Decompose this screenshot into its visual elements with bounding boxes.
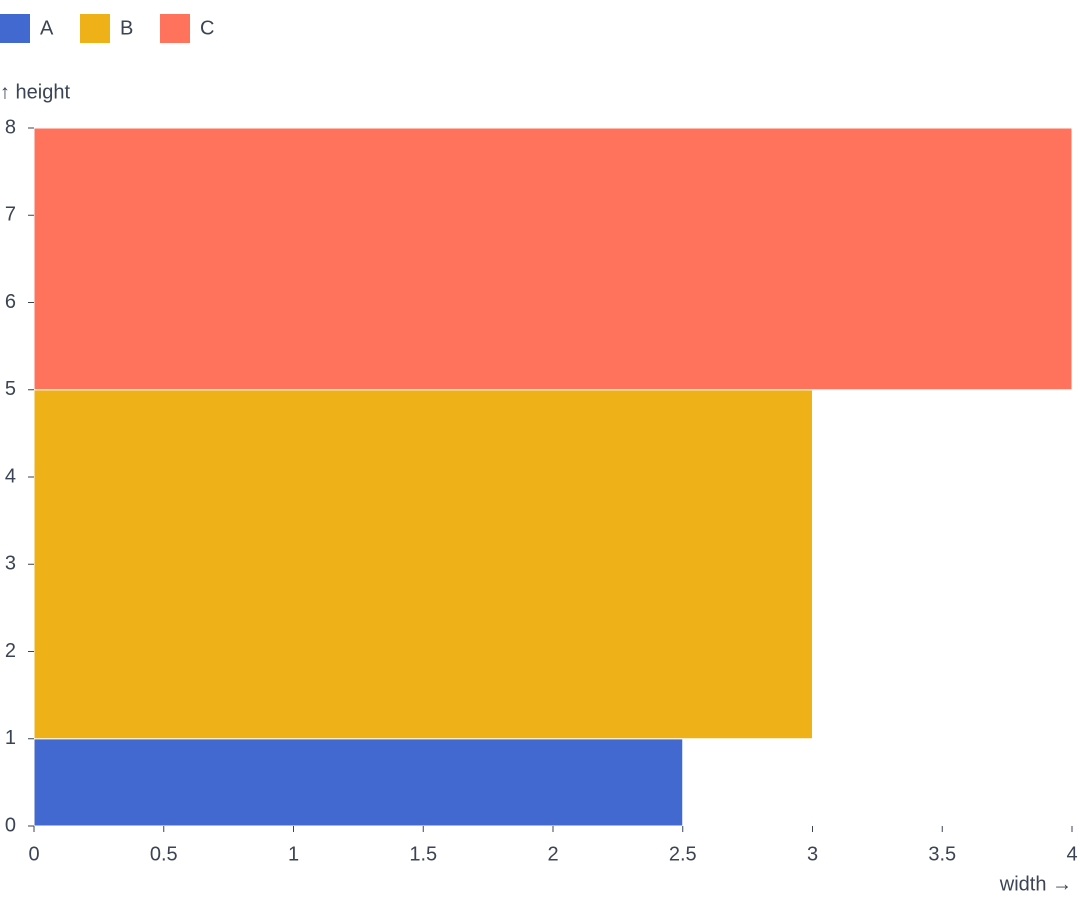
y-tick-label: 6 bbox=[5, 291, 16, 313]
y-tick-label: 1 bbox=[5, 727, 16, 749]
rect-mark bbox=[33, 127, 1073, 391]
x-axis-label: width → bbox=[999, 873, 1072, 895]
y-axis-label: ↑ height bbox=[0, 81, 70, 103]
x-tick-label: 1 bbox=[288, 843, 299, 865]
legend-swatch bbox=[160, 14, 190, 43]
legend-label: C bbox=[200, 17, 214, 39]
y-tick-label: 2 bbox=[5, 640, 16, 662]
legend-swatch bbox=[0, 14, 30, 43]
rect-mark bbox=[33, 738, 684, 827]
x-tick-label: 3 bbox=[807, 843, 818, 865]
x-tick-label: 2.5 bbox=[669, 843, 697, 865]
y-tick-label: 8 bbox=[5, 116, 16, 138]
y-tick-label: 4 bbox=[5, 465, 16, 487]
x-tick-label: 2 bbox=[547, 843, 558, 865]
x-tick-label: 4 bbox=[1066, 843, 1077, 865]
x-tick-label: 0.5 bbox=[150, 843, 178, 865]
x-tick-label: 1.5 bbox=[409, 843, 437, 865]
y-tick-label: 5 bbox=[5, 378, 16, 400]
y-tick-label: 3 bbox=[5, 553, 16, 575]
y-tick-label: 0 bbox=[5, 814, 16, 836]
rect-mark bbox=[33, 389, 813, 740]
x-tick-label: 0 bbox=[28, 843, 39, 865]
legend-swatch bbox=[80, 14, 110, 43]
y-tick-label: 7 bbox=[5, 204, 16, 226]
legend-label: A bbox=[40, 17, 54, 39]
legend-label: B bbox=[120, 17, 133, 39]
x-tick-label: 3.5 bbox=[928, 843, 956, 865]
